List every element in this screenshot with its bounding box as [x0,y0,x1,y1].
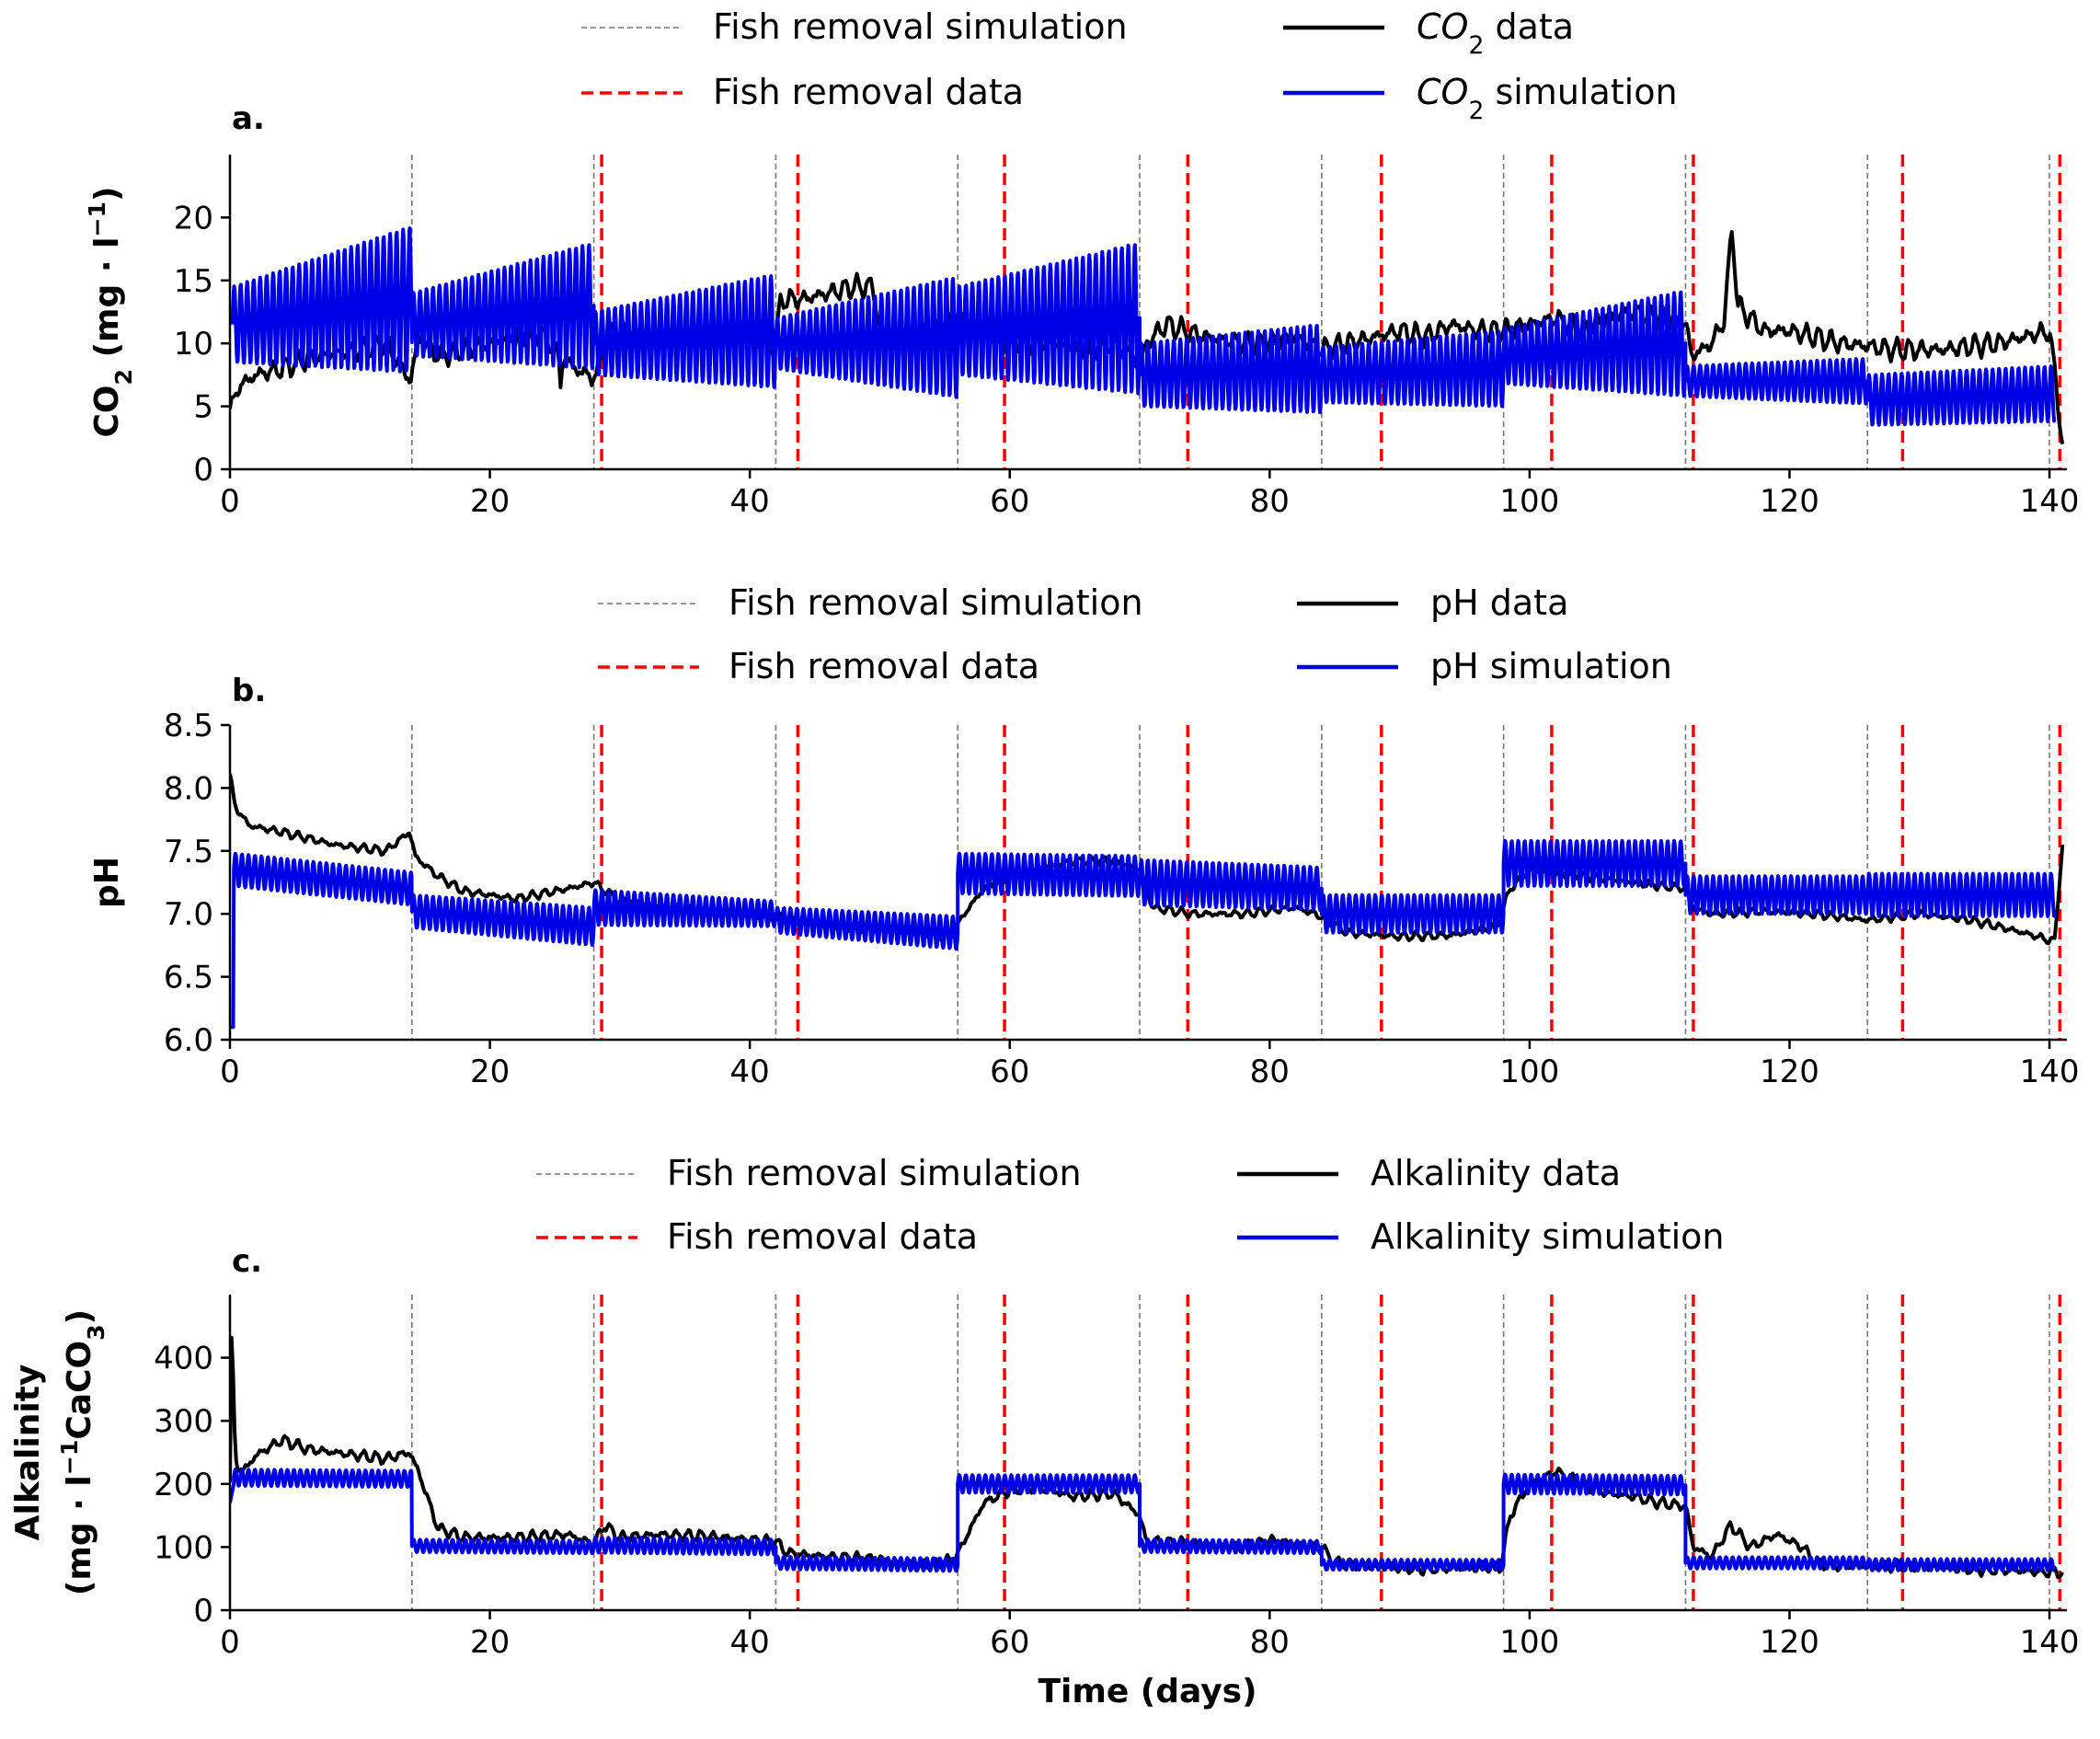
legend: Fish removal simulation Fish removal data… [598,582,1672,686]
x-tick-label: 60 [990,1054,1029,1090]
y-tick-label: 0 [193,452,213,489]
series-data-line [230,1335,2064,1580]
legend-fish-data-label: Fish removal data [729,646,1039,686]
series-simulation-line [230,226,2057,427]
y-tick-label: 0 [193,1593,213,1630]
x-tick-label: 140 [2020,1054,2080,1090]
x-tick-label: 40 [730,1624,770,1661]
legend-fish-sim-label: Fish removal simulation [713,6,1128,47]
x-tick-label: 80 [1250,483,1290,520]
legend-fish-data-label: Fish removal data [667,1216,978,1257]
x-tick-label: 100 [1499,1054,1559,1090]
y-axis-label: Alkalinity [9,1365,47,1541]
x-axis-label: Time (days) [1038,1673,1257,1710]
x-tick-label: 80 [1250,1054,1290,1090]
series-simulation-line [230,1468,2057,1573]
x-tick-label: 20 [470,1624,510,1661]
x-tick-label: 140 [2020,1624,2080,1661]
panel-label: a. [232,100,265,137]
x-tick-label: 0 [220,1624,240,1661]
x-tick-label: 0 [220,1054,240,1090]
x-tick-label: 20 [470,1054,510,1090]
y-tick-label: 15 [174,263,213,300]
legend-sim-label: Alkalinity simulation [1371,1216,1725,1257]
x-tick-label: 100 [1499,483,1559,520]
legend-data-label: CO2 data [1417,6,1574,60]
legend-fish-data-label: Fish removal data [713,72,1024,112]
y-tick-label: 6.0 [164,1022,213,1059]
legend-fish-sim-label: Fish removal simulation [667,1153,1082,1193]
series-simulation-line [230,838,2057,1030]
legend-sim-label: CO2 simulation [1417,72,1678,125]
legend-sim-label: pH simulation [1430,646,1672,686]
x-tick-label: 0 [220,483,240,520]
legend-data-label: pH data [1430,582,1568,623]
y-tick-label: 10 [174,326,213,363]
y-tick-label: 300 [154,1403,213,1440]
panel-label: c. [232,1243,262,1280]
y-tick-label: 5 [193,389,213,426]
y-axis-label: pH [88,857,126,908]
y-tick-label: 100 [154,1529,213,1566]
panel-a: 0 20 40 60 80 100 120 140 0 5 10 15 20 a. CO2 (mg · l−… [84,6,2080,520]
panel-c: 0 20 40 60 80 100 120 140 0 100 200 300 400 c. Alkalin… [9,1153,2079,1710]
x-tick-label: 40 [730,483,770,520]
x-tick-label: 60 [990,1624,1029,1661]
x-tick-label: 80 [1250,1624,1290,1661]
y-tick-label: 6.5 [164,960,213,996]
x-tick-label: 140 [2020,483,2080,520]
panel-label: b. [232,673,266,709]
x-tick-label: 100 [1499,1624,1559,1661]
y-axis-label-units: (mg · l−1CaCO3) [56,1309,109,1595]
x-tick-label: 120 [1760,1054,1819,1090]
y-tick-label: 400 [154,1341,213,1377]
x-tick-label: 60 [990,483,1029,520]
y-tick-label: 7.5 [164,834,213,870]
y-axis-label: CO2 (mg · l−1) [84,186,137,437]
legend-fish-sim-label: Fish removal simulation [729,582,1143,623]
panel-b: 0 20 40 60 80 100 120 140 6.0 6.5 7.0 7.5 8.0 8.5 b. pH… [88,582,2079,1090]
x-tick-label: 40 [730,1054,770,1090]
y-tick-label: 8.0 [164,770,213,807]
legend: Fish removal simulation Fish removal data… [536,1153,1725,1257]
x-tick-label: 120 [1760,1624,1819,1661]
x-tick-label: 120 [1760,483,1819,520]
y-tick-label: 20 [174,200,213,236]
y-tick-label: 200 [154,1467,213,1503]
y-tick-label: 8.5 [164,708,213,744]
legend: Fish removal simulation Fish removal data… [581,6,1678,125]
x-tick-label: 20 [470,483,510,520]
legend-data-label: Alkalinity data [1371,1153,1621,1193]
y-tick-label: 7.0 [164,896,213,933]
